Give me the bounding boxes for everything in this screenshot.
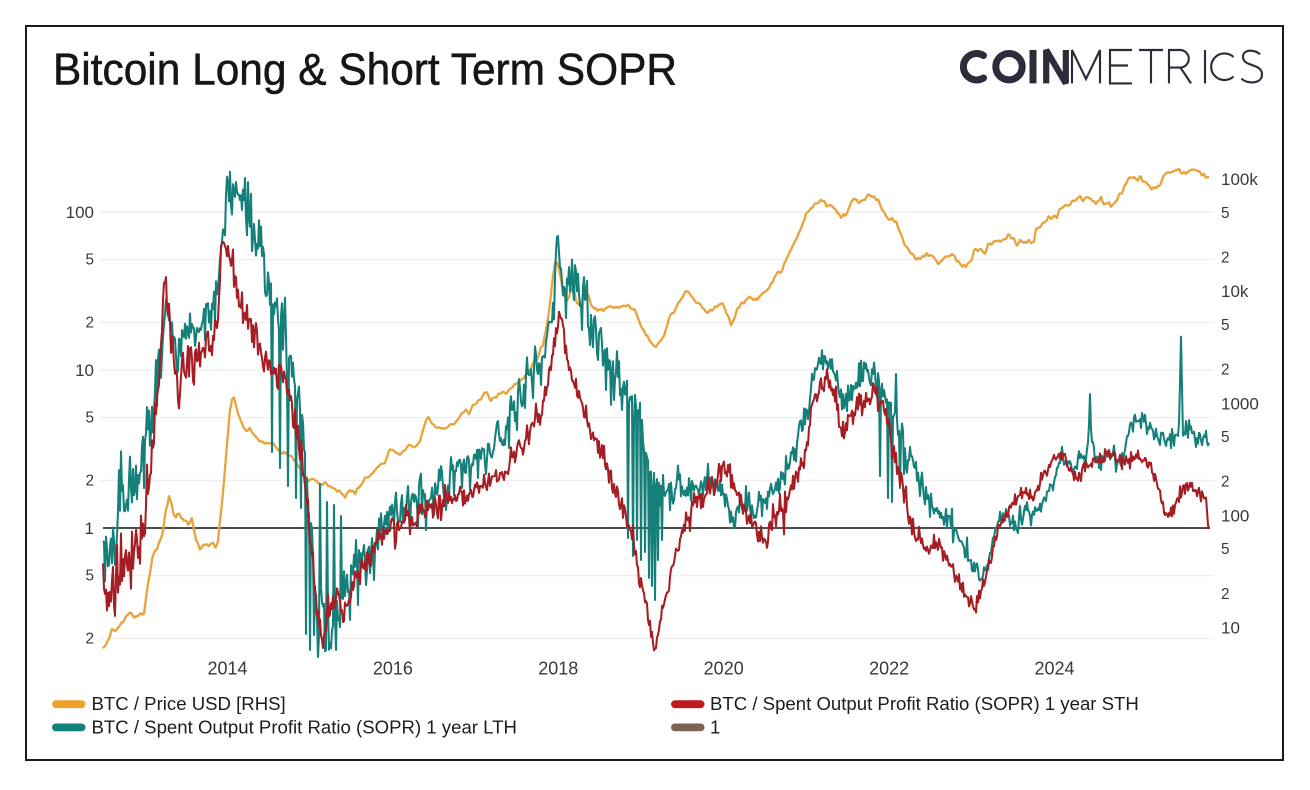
svg-text:2: 2 [85,472,94,489]
svg-text:BTC / Spent Output Profit Rati: BTC / Spent Output Profit Ratio (SOPR) 1… [92,717,517,738]
svg-text:2018: 2018 [538,659,578,679]
svg-text:2020: 2020 [704,659,744,679]
svg-text:BTC / Spent Output Profit Rati: BTC / Spent Output Profit Ratio (SOPR) 1… [710,693,1139,714]
svg-text:100: 100 [66,203,94,222]
svg-text:2: 2 [85,630,94,647]
svg-text:5: 5 [1221,429,1230,446]
svg-text:5: 5 [85,568,94,585]
svg-text:2: 2 [1221,362,1230,379]
svg-text:5: 5 [1221,317,1230,334]
svg-text:Bitcoin Long & Short Term SOPR: Bitcoin Long & Short Term SOPR [53,46,677,95]
svg-text:5: 5 [1221,541,1230,558]
svg-text:2022: 2022 [869,659,909,679]
svg-text:2: 2 [85,314,94,331]
svg-text:5: 5 [85,252,94,269]
svg-text:10k: 10k [1221,282,1249,301]
svg-text:10: 10 [1221,619,1240,638]
svg-text:BTC / Price USD [RHS]: BTC / Price USD [RHS] [92,693,286,714]
svg-text:2016: 2016 [373,659,413,679]
svg-text:2: 2 [1221,250,1230,267]
svg-text:100k: 100k [1221,170,1258,189]
svg-text:1: 1 [85,519,94,538]
svg-text:5: 5 [85,410,94,427]
svg-text:1000: 1000 [1221,394,1259,413]
svg-text:2: 2 [1221,474,1230,491]
svg-text:2024: 2024 [1034,659,1074,679]
svg-text:5: 5 [1221,205,1230,222]
svg-text:2014: 2014 [207,659,247,679]
svg-text:1: 1 [710,717,720,738]
svg-text:10: 10 [75,361,94,380]
svg-text:100: 100 [1221,506,1249,525]
svg-text:2: 2 [1221,586,1230,603]
